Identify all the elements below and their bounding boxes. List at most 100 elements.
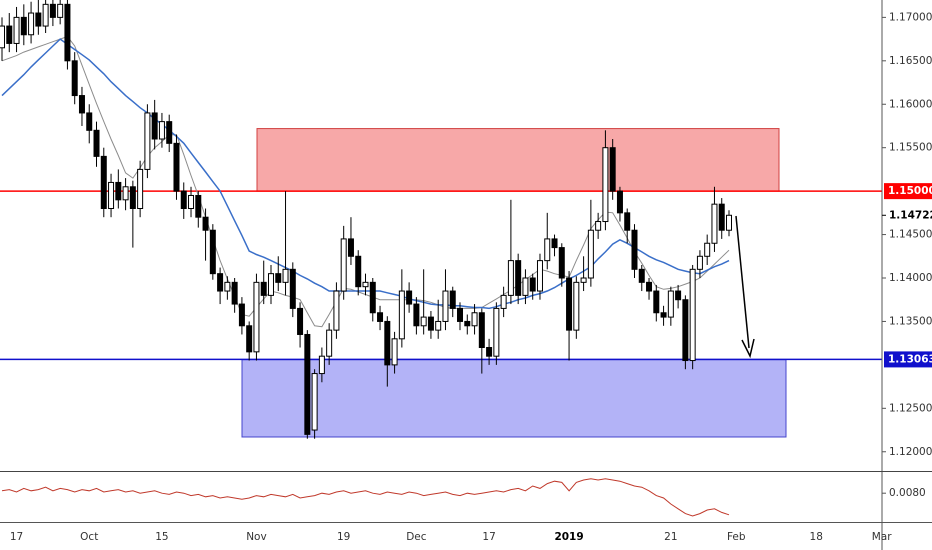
candle-body (115, 181, 122, 201)
candle-body (595, 221, 602, 231)
candle-body (529, 277, 536, 292)
candle-body (682, 299, 689, 362)
candle-body (326, 329, 333, 357)
candle-body (267, 273, 274, 296)
candle-body (78, 95, 85, 114)
candle-body (536, 260, 543, 292)
candle-body (13, 16, 20, 44)
candle-body (420, 316, 427, 327)
candle-body (457, 307, 464, 322)
x-tick-label: Nov (246, 531, 267, 543)
candle-body (347, 238, 354, 257)
candle-body (675, 290, 682, 301)
y-tick-label: 1.16500 (889, 55, 932, 67)
candle-body (544, 238, 551, 262)
candle-body (493, 307, 500, 357)
candle-body (500, 294, 507, 309)
candle-body (57, 3, 64, 18)
candle-body (507, 260, 514, 296)
level-label: 1.15000 (888, 185, 932, 197)
candle-body (406, 290, 413, 305)
oscillator-line (1, 478, 730, 517)
candle-body (609, 147, 616, 192)
candle-body (224, 281, 231, 292)
level-label-box (884, 351, 932, 368)
candle-body (384, 320, 391, 366)
candle-body (100, 155, 107, 210)
x-tick-label: 19 (337, 531, 350, 543)
candle-body (137, 168, 144, 210)
candle-body (238, 303, 245, 327)
candle-body (653, 290, 660, 314)
candle-body (471, 312, 478, 327)
x-tick-label: Feb (727, 531, 746, 543)
y-tick-label: 1.14500 (889, 229, 932, 241)
candle-body (188, 194, 195, 210)
x-tick-label: 2019 (554, 531, 583, 543)
candle-body (587, 229, 594, 279)
candle-body (646, 281, 653, 292)
candle-body (209, 229, 216, 275)
candle-body (253, 281, 260, 353)
candle-body (377, 312, 384, 322)
candle-body (435, 320, 442, 331)
candle-body (86, 112, 93, 131)
candle-body (413, 303, 420, 327)
candle-body (297, 307, 304, 335)
candle-body (0, 25, 5, 49)
candle-body (558, 247, 565, 279)
x-tick-label: Dec (406, 531, 427, 543)
level-label: 1.13063 (888, 353, 932, 365)
candle-body (704, 242, 711, 257)
x-tick-label: Mar (872, 531, 892, 543)
candle-body (282, 268, 289, 283)
x-tick-label: 18 (810, 531, 823, 543)
y-tick-label: 1.14000 (889, 272, 932, 284)
x-tick-label: Oct (80, 531, 98, 543)
candle-body (275, 273, 282, 283)
candle-body (362, 281, 369, 288)
candle-body (718, 203, 725, 231)
candle-body (573, 281, 580, 331)
candle-body (667, 290, 674, 318)
last-price-label: 1.14722 (889, 209, 932, 221)
candle-body (195, 194, 202, 218)
candle-body (202, 216, 209, 231)
candle-body (151, 112, 158, 140)
candle-body (726, 214, 732, 231)
candle-body (304, 333, 311, 435)
candle-body (333, 290, 340, 331)
candle-body (129, 186, 136, 210)
candle-body (616, 190, 623, 214)
x-tick-label: 17 (10, 531, 23, 543)
candle-body (355, 255, 362, 288)
x-tick-label: 21 (664, 531, 677, 543)
arrow-head (741, 338, 755, 359)
candle-body (231, 281, 238, 305)
candle-body (689, 268, 696, 362)
candle-body (464, 320, 471, 327)
candle-body (180, 190, 187, 210)
candle-body (442, 290, 449, 322)
candle-body (311, 373, 318, 431)
y-tick-label: 0.0080 (889, 487, 926, 499)
zone (241, 359, 787, 438)
zone (256, 128, 780, 192)
candle-body (166, 121, 173, 144)
candle-body (49, 3, 56, 18)
candle-body (638, 268, 645, 283)
candle-body (35, 12, 42, 27)
x-tick-label: 15 (155, 531, 168, 543)
candle-body (580, 277, 587, 283)
candle-body (551, 238, 558, 249)
candle-body (20, 16, 27, 36)
candle-body (93, 129, 100, 157)
candle-body (369, 281, 376, 314)
candle-body (217, 273, 224, 292)
candle-body (64, 3, 71, 62)
axes: 1.12000 1.12500 1.13500 1.14000 1.14500 1.155… (10, 11, 932, 543)
candle-body (246, 325, 253, 353)
candle-body (696, 255, 703, 270)
